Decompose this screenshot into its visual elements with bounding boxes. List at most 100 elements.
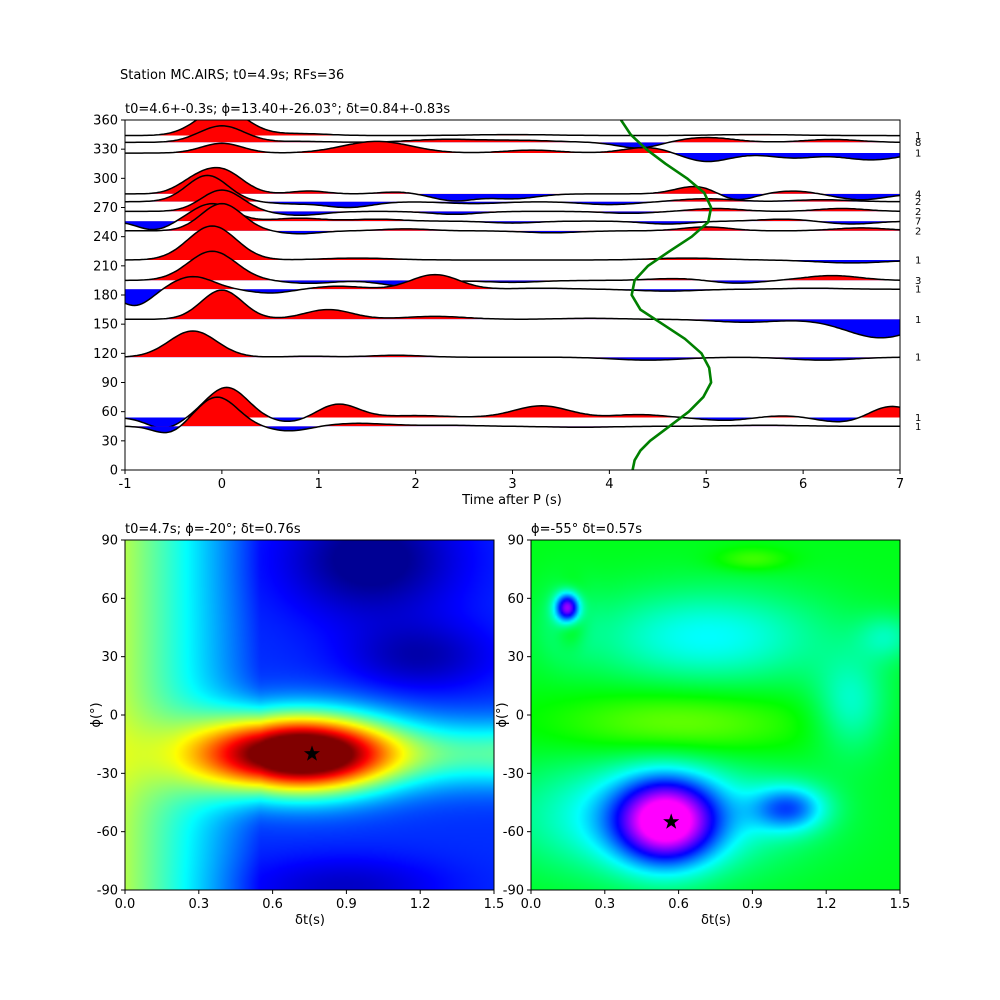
rf-count-label: 1 xyxy=(915,315,921,326)
grid-search-left-panel: t0=4.7s; ϕ=-20°; δt=0.76s 0.0 0.3 0.6 0.9 1.… xyxy=(89,522,504,928)
heatmap-y-tick-label: -30 xyxy=(97,767,118,782)
rf-count-label: 2 xyxy=(915,197,921,208)
heatmap-x-tick-label: 0.3 xyxy=(594,897,615,912)
t0-curve-group xyxy=(619,120,713,470)
rf-y-tick-label: 0 xyxy=(110,464,118,479)
rf-trace-line xyxy=(125,166,900,202)
right-heatmap-image xyxy=(531,540,900,890)
rf-trace-line xyxy=(125,250,900,288)
heatmap-y-tick-label: -90 xyxy=(503,884,524,899)
rf-axes: -1 0 1 2 3 4 5 6 7030609012015018021024027030033… xyxy=(93,114,904,493)
left-heatmap-image xyxy=(125,540,494,890)
rf-trace-line xyxy=(125,396,900,434)
rf-negative-fill xyxy=(125,153,900,162)
grid-search-right-panel: ϕ=-55° δt=0.57s 0.0 0.3 0.6 0.9 1.2 1.5 -90 -60… xyxy=(495,522,910,928)
best-fit-star xyxy=(663,813,680,829)
rf-count-label: 8 xyxy=(915,138,921,149)
heatmap-y-tick-label: -60 xyxy=(503,825,524,840)
rf-count-label: 1 xyxy=(915,353,921,364)
rf-count-label: 7 xyxy=(915,217,921,228)
rf-trace-line xyxy=(125,202,900,235)
rf-panel-title: t0=4.6+-0.3s; ϕ=13.40+-26.03°; δt=0.84+-… xyxy=(125,102,450,117)
rf-trace-line xyxy=(125,140,900,163)
rf-trace-line xyxy=(125,120,900,137)
rf-count-label: 2 xyxy=(915,207,921,218)
rf-negative-fill xyxy=(125,201,900,208)
left-heatmap-title: t0=4.7s; ϕ=-20°; δt=0.76s xyxy=(125,522,301,537)
figure-title: Station MC.AIRS; t0=4.9s; RFs=36 xyxy=(120,68,344,83)
rf-x-tick-label: 4 xyxy=(605,477,613,492)
rf-x-tick-label: 5 xyxy=(702,477,710,492)
rf-trace xyxy=(125,289,900,339)
rf-positive-fill xyxy=(143,141,674,154)
rf-trace-line xyxy=(125,225,900,264)
rf-y-tick-label: 150 xyxy=(93,318,118,333)
rf-y-tick-label: 270 xyxy=(93,201,118,216)
rf-trace xyxy=(125,125,900,149)
rf-y-tick-label: 300 xyxy=(93,172,118,187)
rf-trace xyxy=(125,396,900,434)
rf-y-tick-label: 180 xyxy=(93,289,118,304)
rf-trace-line xyxy=(125,125,900,149)
rf-trace xyxy=(125,330,900,361)
rf-trace-line xyxy=(125,273,900,307)
rf-x-tick-label: 6 xyxy=(799,477,807,492)
t0-curve xyxy=(619,120,713,470)
rf-count-label: 1 xyxy=(915,149,921,160)
left-heatmap-axes: 0.0 0.3 0.6 0.9 1.2 1.5 -90 -60 -30 0 30 60 90 xyxy=(97,534,505,913)
heatmap-y-tick-label: 90 xyxy=(101,534,118,549)
rf-count-label: 2 xyxy=(915,226,921,237)
rf-x-tick-label: 1 xyxy=(315,477,323,492)
rf-y-tick-label: 30 xyxy=(101,434,118,449)
heatmap-x-tick-label: 0.9 xyxy=(742,897,763,912)
rf-negative-fill xyxy=(125,280,900,287)
rf-negative-fill xyxy=(125,193,900,201)
left-x-axis-label: δt(s) xyxy=(295,913,325,928)
heatmap-y-tick-label: 60 xyxy=(507,592,524,607)
rf-trace xyxy=(125,273,900,307)
rf-count-label: 1 xyxy=(915,413,921,424)
heatmap-x-tick-label: 1.2 xyxy=(816,897,837,912)
rf-y-tick-label: 240 xyxy=(93,230,118,245)
heatmap-y-tick-label: -60 xyxy=(97,825,118,840)
rf-y-tick-label: 360 xyxy=(93,114,118,129)
heatmap-y-tick-label: 90 xyxy=(507,534,524,549)
rf-trace-line xyxy=(125,330,900,361)
heatmap-y-tick-label: 0 xyxy=(516,709,524,724)
rf-trace-line xyxy=(125,189,900,217)
heatmap-y-tick-label: -90 xyxy=(97,884,118,899)
rf-count-label: 4 xyxy=(915,189,921,200)
rf-negative-fill xyxy=(125,426,900,433)
rf-positive-fill xyxy=(125,290,663,320)
rf-count-label: 1 xyxy=(915,285,921,296)
rf-y-tick-label: 90 xyxy=(101,376,118,391)
rf-x-tick-label: 3 xyxy=(508,477,516,492)
best-fit-star xyxy=(303,745,320,761)
left-y-axis-label: ϕ(°) xyxy=(89,702,104,727)
rf-negative-fill xyxy=(272,230,628,234)
heatmap-y-tick-label: 30 xyxy=(507,650,524,665)
rf-panel: t0=4.6+-0.3s; ϕ=13.40+-26.03°; δt=0.84+-… xyxy=(93,102,921,508)
heatmap-x-tick-label: 0.9 xyxy=(336,897,357,912)
rf-negative-fill xyxy=(125,211,900,216)
rf-trace-line xyxy=(125,174,900,209)
rf-count-label: 1 xyxy=(915,131,921,142)
rf-count-label: 3 xyxy=(915,276,921,287)
right-best-fit-star xyxy=(663,813,680,829)
heatmap-y-tick-label: 60 xyxy=(101,592,118,607)
rf-negative-fill xyxy=(125,142,669,148)
rf-trace xyxy=(125,140,900,163)
rf-y-tick-label: 60 xyxy=(101,405,118,420)
right-x-axis-label: δt(s) xyxy=(701,913,731,928)
right-heatmap-axes: 0.0 0.3 0.6 0.9 1.2 1.5 -90 -60 -30 0 30 60 90 xyxy=(503,534,911,913)
rf-x-tick-label: 0 xyxy=(218,477,226,492)
rf-count-label: 1 xyxy=(915,422,921,433)
heatmap-x-tick-label: 1.5 xyxy=(890,897,911,912)
rf-y-tick-label: 120 xyxy=(93,347,118,362)
rf-trace-line xyxy=(125,202,900,231)
heatmap-y-tick-label: 30 xyxy=(101,650,118,665)
rf-negative-fill xyxy=(125,319,900,338)
right-y-axis-label: ϕ(°) xyxy=(495,702,510,727)
heatmap-x-tick-label: 1.5 xyxy=(484,897,505,912)
rf-trace-line xyxy=(125,386,900,429)
